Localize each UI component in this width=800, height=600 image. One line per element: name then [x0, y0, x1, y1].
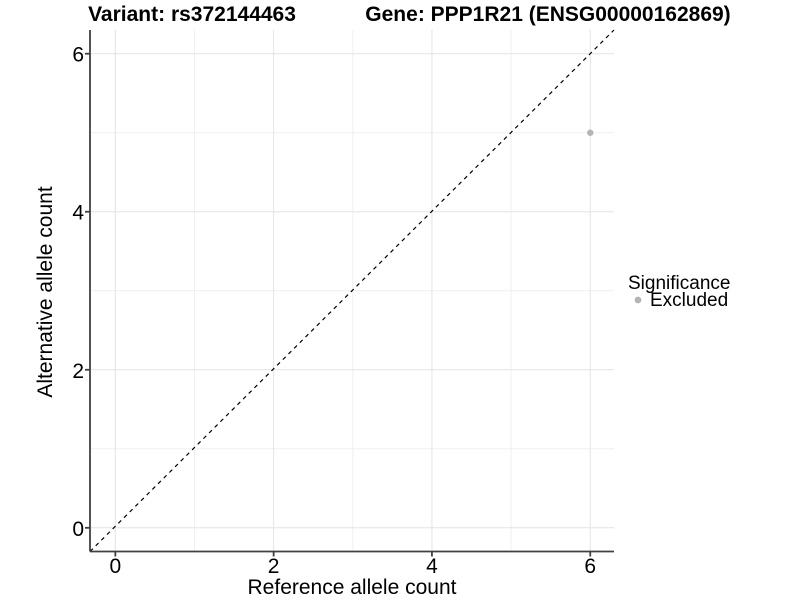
legend-title: Significance: [628, 273, 730, 294]
y-axis-title: Alternative allele count: [34, 186, 57, 397]
x-axis-title: Reference allele count: [248, 576, 457, 599]
tick-labels-layer: 0 2 4 6 0 2 4 6: [72, 44, 596, 578]
y-tick-label: 2: [72, 360, 84, 383]
y-tick-label: 6: [72, 44, 84, 67]
legend: Significance Excluded: [628, 273, 730, 311]
y-tick-label: 0: [72, 518, 84, 541]
data-points-layer: [587, 129, 594, 136]
identity-dashed-line: [89, 29, 615, 552]
legend-key-excluded-dot: [634, 296, 642, 304]
plot-title-gene: Gene: PPP1R21 (ENSG00000162869): [365, 3, 730, 26]
plot-title-variant: Variant: rs372144463: [88, 3, 296, 26]
x-tick-label: 2: [268, 555, 280, 578]
identity-line-layer: [89, 29, 615, 552]
data-point: [587, 129, 594, 136]
axis-ticks-layer: [85, 52, 592, 557]
x-tick-label: 6: [584, 555, 596, 578]
x-tick-label: 0: [109, 555, 121, 578]
legend-label-excluded: Excluded: [650, 290, 728, 311]
grid-major-lines: [90, 30, 614, 552]
y-tick-label: 4: [72, 202, 84, 225]
axis-lines-layer: [89, 30, 614, 553]
x-tick-label: 4: [426, 555, 438, 578]
